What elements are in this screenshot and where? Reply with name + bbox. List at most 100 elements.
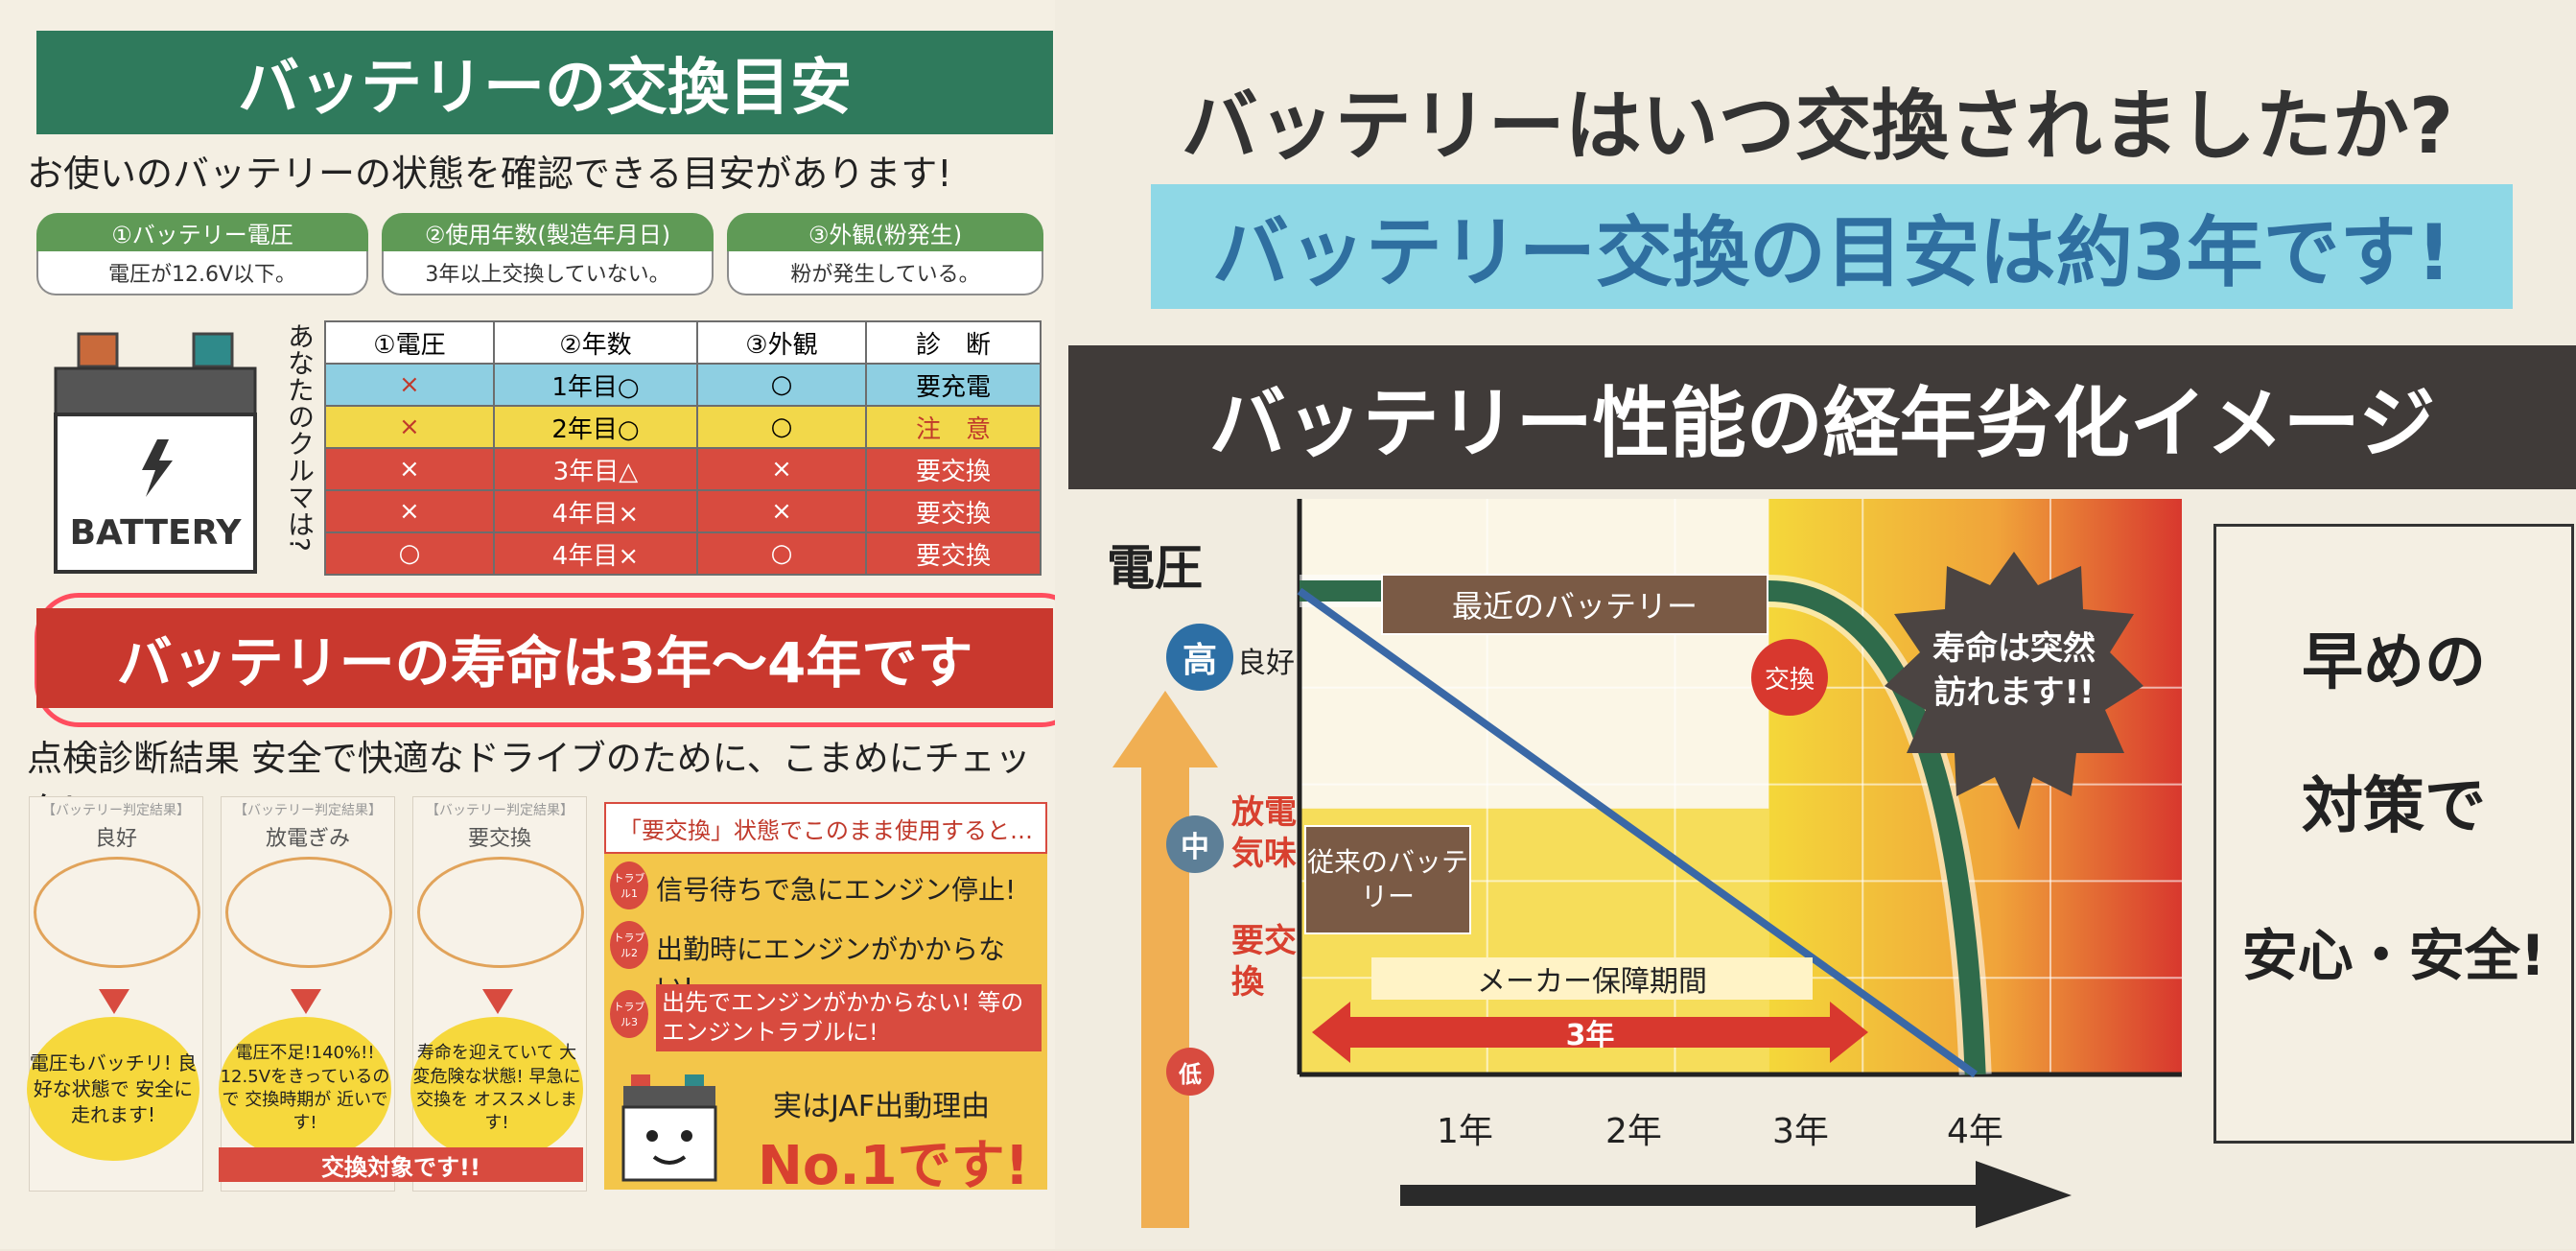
table-header: ①電圧 [324, 320, 495, 365]
level-arrow [1112, 691, 1218, 1228]
criteria-text: 粉が発生している。 [727, 251, 1043, 295]
criteria-2: ②使用年数(製造年月日) 3年以上交換していない。 [382, 213, 714, 295]
check-text: 点検診断結果 安全で快適なドライブのために、こまめにチェック! [27, 738, 1031, 831]
series-label-new: 最近のバッテリー [1381, 574, 1768, 635]
side-label: あなたのクルマは? [284, 322, 316, 552]
criteria-text: 電圧が12.6V以下。 [36, 251, 368, 295]
time-arrow [1400, 1161, 2072, 1228]
criteria-title: ①バッテリー電圧 [36, 213, 368, 251]
trouble-3: トラブル3 出先でエンジンがかからない! 等のエンジントラブルに! [610, 980, 1042, 1053]
level-low-circle: 低 [1166, 1048, 1214, 1096]
left-header: バッテリーの交換目安 [36, 31, 1053, 134]
warranty-value: 3年 [1565, 1019, 1615, 1052]
trouble-text: 信号待ちで急にエンジン停止! [656, 874, 1017, 906]
trouble-tag: トラブル1 [610, 862, 648, 909]
table-row: × 3年目△ × 要交換 [324, 447, 1042, 491]
level-good-label: 良好 [1237, 647, 1295, 680]
table-row: × 1年目○ ○ 要充電 [324, 363, 1042, 407]
right-poster: バッテリーはいつ交換されましたか? バッテリー交換の目安は約3年です! バッテリ… [1055, 0, 2576, 1249]
diagnosis-cell: 要充電 [864, 363, 1042, 407]
side-message-line: 安心・安全! [2241, 923, 2546, 988]
appearance-cell: ○ [696, 363, 867, 407]
diagnosis-cell: 要交換 [864, 447, 1042, 491]
chart-lines [1297, 575, 1992, 1078]
result-caption: 【バッテリー判定結果】 [42, 803, 190, 818]
year-tick: 4年 [1947, 1112, 2003, 1151]
chart-title: バッテリー性能の経年劣化イメージ [1068, 345, 2576, 489]
criteria-title: ②使用年数(製造年月日) [382, 213, 714, 251]
voltage-cell: ○ [324, 531, 495, 576]
diagnosis-cell: 要交換 [864, 489, 1042, 533]
battery-label: BATTERY [69, 512, 242, 553]
criteria-title: ③外観(粉発生) [727, 213, 1043, 251]
result-bubble-1: 電圧もバッチリ! 良好な状態で 安全に走れます! [27, 1017, 199, 1161]
answer-heading: バッテリー交換の目安は約3年です! [1151, 184, 2513, 309]
years-cell: 3年目△ [492, 447, 699, 491]
level-high-circle: 高 [1166, 624, 1233, 691]
table-row: × 2年目○ ○ 注 意 [324, 405, 1042, 449]
criteria-1: ①バッテリー電圧 電圧が12.6V以下。 [36, 213, 368, 295]
appearance-cell: ○ [696, 405, 867, 449]
years-cell: 4年目× [492, 531, 699, 576]
result-caption: 【バッテリー判定結果】 [234, 803, 382, 818]
jaf-no1: No.1です! [758, 1135, 1030, 1197]
table-row: × 4年目× × 要交換 [324, 489, 1042, 533]
down-arrow-icon [482, 989, 513, 1014]
jaf-text: 実はJAF出動理由 [773, 1090, 991, 1123]
battery-icon: BATTERY [50, 326, 261, 576]
years-cell: 2年目○ [492, 405, 699, 449]
voltage-cell: × [324, 489, 495, 533]
year-tick: 1年 [1437, 1112, 1493, 1151]
sudden-burst: 寿命は突然 訪れます!! [1880, 547, 2148, 835]
voltage-cell: × [324, 447, 495, 491]
criteria-3: ③外観(粉発生) 粉が発生している。 [727, 213, 1043, 295]
result-gauge [34, 857, 200, 968]
years-cell: 1年目○ [492, 363, 699, 407]
left-poster: バッテリーの交換目安 お使いのバッテリーの状態を確認できる目安があります! ①バ… [0, 0, 1086, 1249]
diagnosis-cell: 要交換 [864, 531, 1042, 576]
sudden-text: 寿命は突然 訪れます!! [1932, 629, 2096, 712]
battery-mascot-icon [618, 1069, 723, 1184]
year-tick: 2年 [1605, 1112, 1662, 1151]
appearance-cell: ○ [696, 531, 867, 576]
level-mid-circle: 中 [1166, 815, 1224, 873]
years-cell: 4年目× [492, 489, 699, 533]
table-header: ②年数 [492, 320, 699, 365]
result-gauge [225, 857, 392, 968]
appearance-cell: × [696, 489, 867, 533]
warranty-arrow: 3年 [1312, 1002, 1868, 1063]
diagnosis-cell: 注 意 [864, 405, 1042, 449]
side-message-line: 対策で [2302, 771, 2486, 842]
appearance-cell: × [696, 447, 867, 491]
result-caption: 【バッテリー判定結果】 [426, 803, 574, 818]
result-status: 放電ぎみ [265, 827, 350, 851]
lifespan-banner: バッテリーの寿命は3年～4年です [36, 608, 1053, 708]
question-heading: バッテリーはいつ交換されましたか? [1181, 82, 2454, 171]
side-message-line: 早めの [2302, 627, 2486, 698]
left-subtitle: お使いのバッテリーの状態を確認できる目安があります! [27, 153, 952, 195]
trouble-text: 出先でエンジンがかからない! 等のエンジントラブルに! [656, 984, 1042, 1052]
table-header: ③外観 [696, 320, 867, 365]
series-line-2 [1297, 587, 1979, 1078]
trouble-tag: トラブル3 [610, 990, 648, 1038]
table-row: ○ 4年目× ○ 要交換 [324, 531, 1042, 576]
side-message-box: 早めの 対策で 安心・安全! [2213, 524, 2574, 1144]
result-bubble-2: 電圧不足!140%!! 12.5Vをきっているので 交換時期が 近いです! [219, 1017, 391, 1161]
result-status: 良好 [94, 827, 137, 851]
level-mid-label: 放電気味 [1231, 793, 1297, 873]
trouble-panel: 「要交換」状態でこのまま使用すると… トラブル1 信号待ちで急にエンジン停止! … [604, 802, 1047, 1197]
year-tick: 3年 [1772, 1112, 1829, 1151]
down-arrow-icon [99, 989, 129, 1014]
degradation-chart: 電圧 高 良好 中 放電気味 要交換 低 最近のバッテリー 従来のバッテリー 交… [1055, 499, 2215, 1247]
diagnosis-table: ①電圧 ②年数 ③外観 診 断 × 1年目○ ○ 要充電 × 2年目○ ○ 注 … [324, 320, 1042, 576]
replace-target-label: 交換対象です!! [219, 1147, 583, 1182]
trouble-tag: トラブル2 [610, 921, 648, 969]
y-axis-label: 電圧 [1107, 540, 1203, 596]
criteria-text: 3年以上交換していない。 [382, 251, 714, 295]
trouble-1: トラブル1 信号待ちで急にエンジン停止! [610, 862, 1042, 909]
trouble-2: トラブル2 出勤時にエンジンがかからない! [610, 921, 1042, 1003]
result-status: 要交換 [467, 827, 531, 851]
result-bubble-3: 寿命を迎えていて 大変危険な状態! 早急に交換を オススメします! [410, 1017, 583, 1161]
voltage-cell: × [324, 405, 495, 449]
level-low-label: 要交換 [1231, 922, 1297, 1002]
